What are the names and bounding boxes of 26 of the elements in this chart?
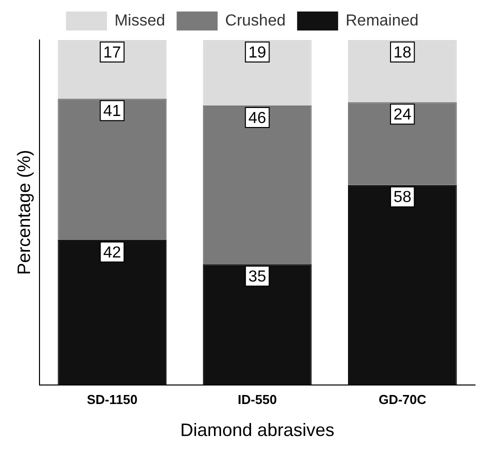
x-tick-label: SD-1150 xyxy=(86,392,138,408)
bar xyxy=(58,240,167,385)
data-label: 46 xyxy=(248,110,266,127)
y-axis-title: Percentage (%) xyxy=(14,150,34,275)
bar xyxy=(348,40,457,102)
bar xyxy=(202,40,312,106)
x-tick-label: GD-70C xyxy=(378,392,427,408)
bar xyxy=(348,184,457,385)
data-label: 35 xyxy=(248,268,266,286)
data-label: 17 xyxy=(103,44,122,62)
x-axis-title: Diamond abrasives xyxy=(180,420,334,440)
bar xyxy=(58,40,167,99)
data-label: 41 xyxy=(103,103,122,120)
data-label: 42 xyxy=(103,244,122,262)
data-label: 58 xyxy=(394,189,412,206)
x-tick-label: ID-550 xyxy=(238,392,277,408)
data-label: 19 xyxy=(248,44,266,62)
data-label: 18 xyxy=(394,44,412,62)
legend-label: Missed xyxy=(114,12,166,30)
data-label: 24 xyxy=(394,106,412,124)
bar xyxy=(202,106,312,264)
bar xyxy=(202,264,312,385)
bar xyxy=(58,98,167,240)
legend-label: Remained xyxy=(346,12,419,30)
bar xyxy=(348,102,457,185)
legend-label: Crushed xyxy=(225,12,286,30)
